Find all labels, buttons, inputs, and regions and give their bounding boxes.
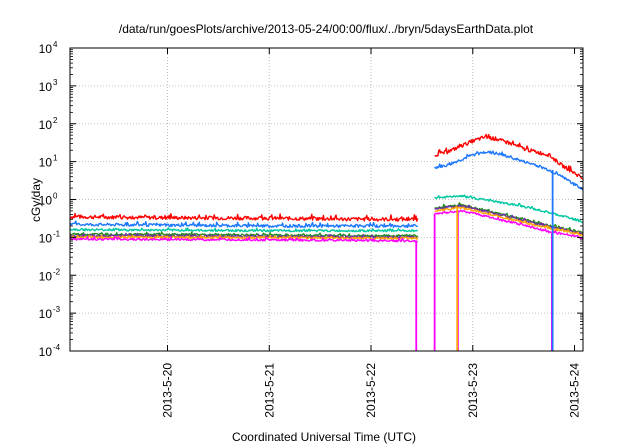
x-axis-label: Coordinated Universal Time (UTC) [232,430,416,444]
series-line [434,150,584,191]
x-tick-label: 2013-5-24 [568,363,582,418]
y-tick-exponent: 3 [53,78,58,87]
plot-frame [69,47,584,352]
y-tick-label: 10 [39,156,53,170]
y-tick-exponent: 0 [53,192,58,201]
y-tick-exponent: -3 [53,305,61,314]
y-tick-label: 10 [39,231,53,245]
series-line [69,234,419,240]
y-tick-exponent: 4 [53,40,58,49]
chart-title: /data/run/goesPlots/archive/2013-05-24/0… [119,22,534,36]
y-tick-label: 10 [39,118,53,132]
series-line [434,209,584,240]
series-line [69,212,419,222]
y-axis-label: cGy/day [29,178,43,222]
series-line [69,227,418,233]
y-tick-label: 10 [39,345,53,359]
series-line [434,133,584,180]
y-tick-label: 10 [39,269,53,283]
series-layer [69,133,584,351]
series-line [434,205,584,237]
x-tick-label: 2013-5-22 [364,363,378,418]
y-tick-exponent: -1 [53,229,61,238]
series-line [69,220,418,229]
series-line [69,236,418,243]
x-tick-label: 2013-5-21 [262,363,276,418]
series-line [434,194,584,224]
y-tick-label: 10 [39,42,53,56]
y-tick-exponent: -4 [53,343,61,352]
x-tick-label: 2013-5-23 [466,363,480,418]
grid [70,48,583,351]
x-tick-label: 2013-5-20 [161,363,175,418]
y-tick-label: 10 [39,307,53,321]
y-tick-label: 10 [39,194,53,208]
y-tick-label: 10 [39,80,53,94]
y-tick-exponent: -2 [53,267,61,276]
y-tick-exponent: 1 [53,154,58,163]
x-ticks: 2013-5-20 2013-5-21 2013-5-22 2013-5-23 2013… [161,48,582,418]
y-tick-exponent: 2 [53,116,58,125]
